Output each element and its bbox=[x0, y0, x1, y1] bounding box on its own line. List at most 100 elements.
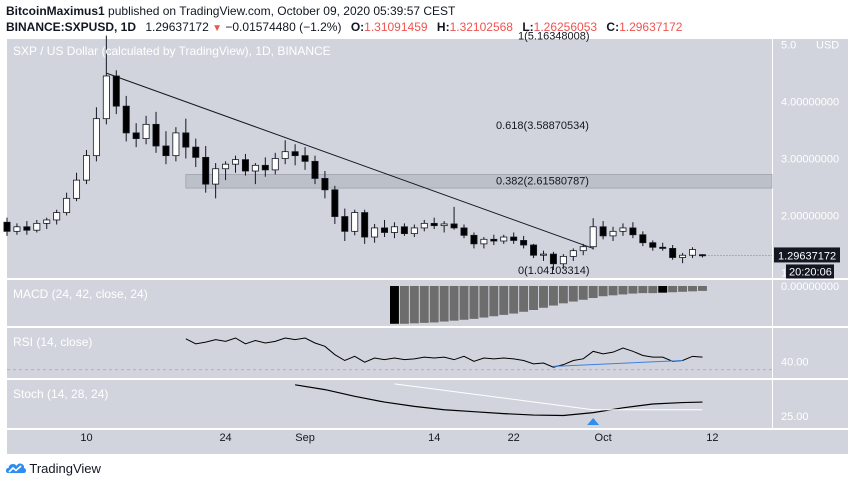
candle-body bbox=[669, 248, 677, 258]
macd-histogram-bar bbox=[618, 286, 628, 295]
stoch-d-line bbox=[394, 383, 703, 411]
candle-body bbox=[430, 222, 438, 227]
candle-body bbox=[182, 132, 190, 148]
candle-body bbox=[549, 253, 557, 265]
macd-pane-axis-background bbox=[773, 280, 848, 326]
macd-histogram-bar bbox=[399, 286, 409, 324]
candle-body bbox=[251, 164, 259, 172]
price-axis-tick: 1 bbox=[781, 267, 787, 279]
macd-histogram-bar bbox=[449, 286, 459, 321]
candle-body bbox=[400, 226, 408, 235]
price-pane-background bbox=[7, 39, 772, 278]
candle-body bbox=[172, 132, 180, 157]
time-axis-tick: Sep bbox=[295, 432, 315, 444]
candle-body bbox=[132, 132, 140, 139]
tradingview-logo[interactable]: TradingView bbox=[6, 461, 101, 476]
descending-trendline bbox=[106, 72, 594, 249]
macd-histogram-bar bbox=[558, 286, 568, 304]
candle-body bbox=[639, 234, 647, 244]
candle-body bbox=[232, 159, 239, 165]
rsi-divergence-line bbox=[553, 360, 683, 367]
macd-histogram-bar bbox=[598, 286, 608, 297]
low-label: L: bbox=[522, 20, 534, 34]
candle-body bbox=[13, 226, 21, 232]
low-value: 1.26256053 bbox=[533, 20, 598, 34]
macd-histogram-bar bbox=[390, 286, 399, 324]
fib-level-label: 1(5.16348008) bbox=[518, 30, 590, 42]
last-price-label-bg bbox=[774, 247, 840, 263]
rsi-line bbox=[185, 337, 703, 368]
candle-body bbox=[102, 75, 110, 120]
macd-histogram-bar bbox=[688, 286, 697, 292]
candle-body bbox=[679, 254, 687, 258]
candle-body bbox=[381, 227, 389, 233]
down-arrow-icon: ▼ bbox=[212, 23, 223, 34]
rsi-pane-axis-background bbox=[773, 328, 848, 378]
candle-body bbox=[440, 223, 448, 227]
candle-body bbox=[63, 197, 71, 213]
candle-body bbox=[410, 227, 418, 235]
time-axis-tick: 10 bbox=[80, 432, 92, 444]
candle-body bbox=[311, 160, 319, 179]
macd-histogram-bar bbox=[439, 286, 449, 322]
candle-body bbox=[53, 212, 61, 221]
time-axis-tick: 22 bbox=[508, 432, 520, 444]
candle-body bbox=[261, 164, 269, 171]
high-value: 1.32102568 bbox=[449, 20, 513, 34]
macd-axis-tick: 0.00000000 bbox=[781, 281, 839, 293]
macd-histogram-bar bbox=[519, 286, 529, 312]
author-name[interactable]: BitcoinMaximus1 bbox=[6, 4, 105, 18]
candle-body bbox=[540, 253, 547, 256]
candle-body bbox=[490, 238, 498, 242]
fib-level-label: 0(1.04103314) bbox=[518, 265, 590, 277]
price-axis-tick: 3.00000000 bbox=[781, 154, 839, 166]
fib-level-label: 0.618(3.58870534) bbox=[496, 120, 589, 132]
macd-histogram-bar bbox=[489, 286, 499, 317]
candle-body bbox=[659, 246, 667, 249]
close-value: 1.29637172 bbox=[619, 20, 683, 34]
macd-histogram-bar bbox=[469, 286, 479, 319]
quote-line: BINANCE:SXPUSD, 1D 1.29637172 ▼ −0.01574… bbox=[6, 19, 766, 37]
macd-histogram-bar bbox=[638, 286, 648, 294]
candle-body bbox=[291, 151, 299, 157]
macd-histogram-bar bbox=[608, 286, 618, 296]
candle-body bbox=[480, 238, 488, 245]
macd-histogram-bar bbox=[697, 286, 707, 291]
candle-body bbox=[212, 168, 220, 185]
tradingview-cloud-icon bbox=[6, 463, 26, 473]
open-value: 1.31091459 bbox=[364, 20, 428, 34]
price-axis-tick: 5.0 bbox=[781, 40, 796, 52]
macd-histogram-bar bbox=[628, 286, 638, 294]
countdown-label-bg bbox=[786, 264, 834, 279]
candle-body bbox=[609, 230, 617, 237]
high-label: H: bbox=[436, 20, 450, 34]
candle-body bbox=[390, 226, 398, 233]
price-axis-tick: 4.00000000 bbox=[781, 97, 839, 109]
time-axis-tick: 14 bbox=[428, 432, 440, 444]
candle-body bbox=[470, 234, 478, 245]
candle-body bbox=[281, 151, 289, 159]
macd-histogram-bar bbox=[668, 286, 678, 293]
candle-body bbox=[152, 123, 160, 147]
candle-body bbox=[649, 242, 657, 248]
stoch-signal-up-arrow bbox=[587, 418, 600, 425]
candle-body bbox=[361, 212, 369, 238]
price-pane-title: SXP / US Dollar (calculated by TradingVi… bbox=[13, 44, 331, 58]
tradingview-brand: TradingView bbox=[29, 461, 101, 476]
candle-body bbox=[43, 219, 51, 224]
macd-histogram-bar bbox=[578, 286, 588, 300]
candle-body bbox=[579, 246, 587, 252]
candle-body bbox=[162, 145, 170, 157]
candle-body bbox=[629, 227, 637, 236]
rsi-pane-background bbox=[7, 328, 772, 378]
candle-body bbox=[689, 249, 696, 256]
time-axis-tick: 24 bbox=[219, 432, 231, 444]
macd-histogram-bar bbox=[658, 286, 668, 293]
candle-body bbox=[92, 118, 100, 157]
candle-body bbox=[112, 75, 120, 107]
macd-histogram-bar bbox=[678, 286, 688, 292]
fib-level-label: 0.382(2.61580787) bbox=[496, 175, 589, 187]
time-axis-background bbox=[7, 430, 848, 454]
macd-histogram-bar bbox=[648, 286, 658, 294]
